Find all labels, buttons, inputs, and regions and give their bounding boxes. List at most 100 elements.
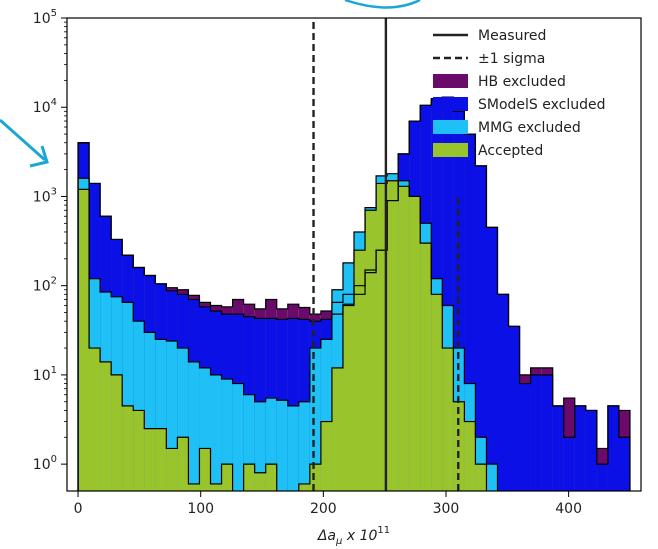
bar — [309, 464, 321, 491]
bar — [122, 405, 134, 491]
bar — [409, 196, 421, 491]
bar — [177, 437, 189, 491]
bar — [387, 180, 399, 491]
bar — [376, 183, 388, 491]
bar — [144, 428, 156, 491]
bar — [111, 374, 123, 491]
y-tick-label: 100 — [33, 454, 57, 473]
legend-entry-label: Accepted — [478, 143, 543, 159]
legend-color-swatch — [433, 74, 468, 88]
bar — [475, 464, 487, 491]
bar — [232, 383, 244, 491]
bar — [265, 398, 277, 491]
bar — [365, 210, 377, 491]
bar — [188, 483, 200, 491]
x-tick-label: 200 — [310, 501, 337, 517]
bar — [166, 340, 178, 491]
bar — [442, 348, 454, 491]
legend-color-swatch — [433, 120, 468, 134]
y-tick-label: 101 — [33, 365, 57, 384]
x-tick-label: 100 — [187, 501, 214, 517]
y-axis-ticks: 100 101 102 103 104 105 — [33, 8, 67, 473]
bar — [155, 428, 167, 491]
x-tick-label: 0 — [74, 501, 83, 517]
bar — [442, 97, 454, 491]
annotation-arrow — [0, 118, 49, 168]
bar — [464, 421, 476, 491]
bar — [508, 326, 520, 491]
x-axis-label: Δaμ x 1011 — [317, 525, 390, 547]
bar — [497, 294, 509, 491]
bar — [475, 165, 487, 491]
bar — [221, 464, 233, 491]
bar — [298, 401, 310, 491]
bar — [177, 348, 189, 491]
bar — [398, 186, 410, 491]
bar — [453, 401, 465, 491]
series-accepted — [78, 180, 487, 491]
bar — [309, 348, 321, 491]
legend-color-swatch — [433, 97, 468, 111]
bar — [320, 339, 332, 491]
bar — [265, 464, 277, 491]
series-outline — [77, 173, 499, 491]
bar — [276, 400, 288, 491]
bar — [221, 378, 233, 491]
bar — [320, 421, 332, 491]
bar — [354, 250, 366, 491]
y-tick-label: 103 — [33, 186, 57, 205]
bar — [144, 332, 156, 491]
arrow-shaft — [0, 118, 46, 162]
legend-entry-label: ±1 sigma — [478, 51, 545, 67]
annotation-curve — [344, 0, 421, 9]
bar — [243, 394, 255, 491]
legend-entry-label: SModelS excluded — [478, 97, 606, 113]
bar — [166, 448, 178, 491]
bar — [552, 405, 564, 491]
bar — [519, 383, 531, 491]
bar — [486, 464, 498, 491]
legend-entry-label: MMG excluded — [478, 120, 581, 136]
bar — [100, 361, 112, 491]
bar — [541, 374, 553, 491]
bar — [585, 410, 597, 491]
bar — [199, 448, 211, 491]
bar — [188, 361, 200, 491]
bar — [199, 367, 211, 491]
plot-frame — [66, 17, 642, 492]
bar — [78, 189, 90, 491]
bar — [331, 367, 343, 491]
bar — [133, 410, 145, 491]
reference-lines — [312, 18, 460, 491]
bar — [486, 227, 498, 491]
bar — [155, 339, 167, 491]
x-tick-label: 300 — [433, 501, 460, 517]
series-outline — [77, 180, 488, 491]
bar — [287, 318, 299, 491]
bar — [89, 348, 101, 491]
y-tick-label: 105 — [33, 8, 57, 27]
histogram-outlines — [77, 96, 631, 491]
bar — [254, 472, 266, 491]
bar — [342, 305, 354, 491]
bar — [607, 405, 619, 491]
bar — [122, 302, 134, 491]
legend-entry-label: Measured — [478, 28, 546, 44]
bar — [243, 464, 255, 491]
y-tick-label: 102 — [33, 276, 57, 295]
bar — [618, 437, 630, 491]
bar — [431, 294, 443, 491]
bar — [574, 405, 586, 491]
bar — [254, 401, 266, 491]
bar — [530, 374, 542, 491]
bar — [133, 321, 145, 491]
x-tick-label: 400 — [555, 501, 582, 517]
bar — [298, 483, 310, 491]
bar — [287, 405, 299, 491]
y-tick-label: 104 — [33, 97, 57, 116]
arrow-head — [29, 145, 49, 168]
bar — [563, 437, 575, 491]
bar — [210, 483, 222, 491]
legend-color-swatch — [433, 143, 468, 157]
